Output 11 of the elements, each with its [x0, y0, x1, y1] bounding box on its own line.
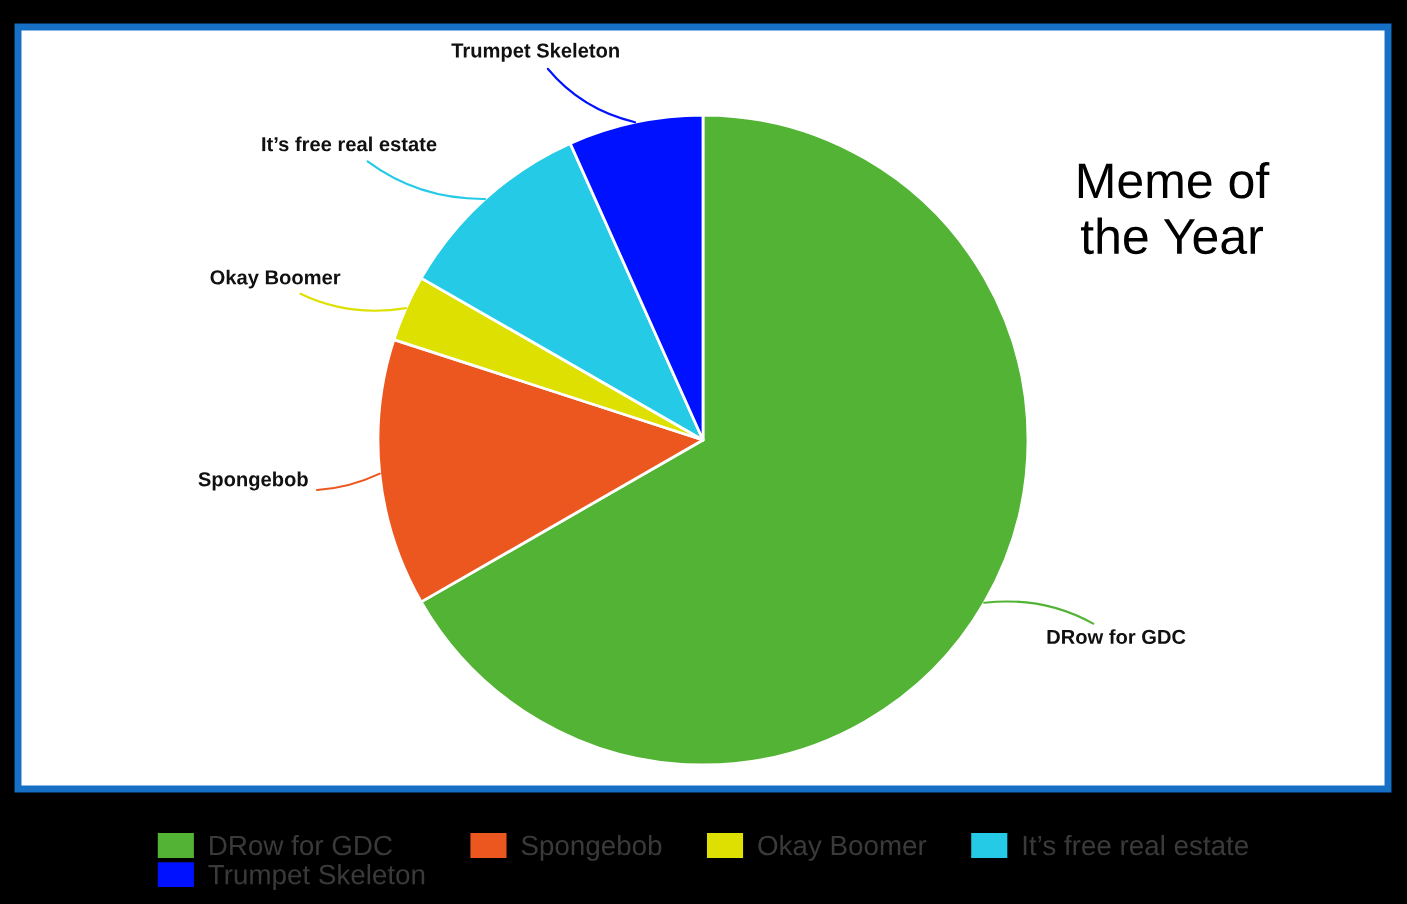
slice-label: Spongebob: [198, 471, 308, 491]
slice-label: It’s free real estate: [262, 136, 437, 152]
legend-label: Trumpet Skeleton: [208, 864, 425, 890]
text: Meme of the Year: [1078, 161, 1270, 255]
legend-label: Spongebob: [521, 834, 662, 861]
slice-label: Trumpet Skeleton: [451, 42, 619, 62]
legend-label: DRow for GDC: [210, 834, 392, 856]
legend-label: It’s free real estate: [1023, 834, 1248, 856]
slice-label: Okay Boomer: [210, 269, 341, 289]
slice-label: DRow for GDC: [1047, 629, 1186, 645]
legend-label: Okay Boomer: [758, 834, 927, 861]
